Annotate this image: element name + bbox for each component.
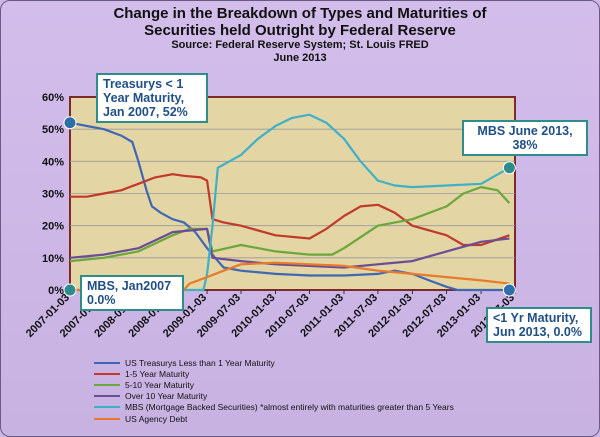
legend-swatch — [94, 383, 120, 386]
y-tick-label: 60% — [42, 92, 64, 104]
callout-treasury-jan2007: Treasurys < 1 Year Maturity, Jan 2007, 5… — [96, 73, 208, 123]
series-line — [69, 186, 511, 263]
highlight-point — [502, 161, 516, 175]
legend-label: 1-5 Year Maturity — [125, 368, 190, 379]
y-tick-label: 20% — [42, 221, 64, 233]
legend-swatch — [94, 395, 120, 398]
y-tick-label: 50% — [42, 124, 64, 136]
legend-swatch — [94, 417, 120, 420]
series-line — [70, 173, 510, 247]
highlight-point — [63, 116, 77, 130]
callout-treasury-jun2013: <1 Yr Maturity, Jun 2013, 0.0% — [486, 307, 592, 343]
highlight-point — [63, 283, 77, 297]
legend-label: Over 10 Year Maturity — [125, 391, 208, 402]
legend-label: MBS (Mortgage Backed Securities) *almost… — [125, 402, 454, 413]
legend-swatch — [94, 361, 120, 364]
highlight-point — [502, 283, 516, 297]
legend-entry: US Treasurys Less than 1 Year Maturity — [94, 357, 454, 368]
chart-title-line-2: Securities held Outright by Federal Rese… — [144, 22, 456, 39]
chart-titles: Change in the Breakdown of Types and Mat… — [0, 5, 600, 65]
series-line — [69, 227, 510, 269]
date-line: June 2013 — [273, 52, 327, 64]
legend-swatch — [94, 372, 120, 375]
y-tick-label: 0% — [48, 285, 64, 297]
legend-entry: MBS (Mortgage Backed Securities) *almost… — [94, 402, 454, 413]
series-line — [70, 261, 510, 292]
y-tick-label: 40% — [42, 156, 64, 168]
legend-entry: Over 10 Year Maturity — [94, 391, 454, 402]
chart-title-line-1: Change in the Breakdown of Types and Mat… — [113, 5, 487, 22]
y-tick-label: 10% — [42, 253, 64, 265]
legend-label: US Treasurys Less than 1 Year Maturity — [125, 357, 275, 368]
chart-legend: US Treasurys Less than 1 Year Maturity 1-… — [94, 357, 454, 424]
legend-swatch — [94, 406, 120, 409]
y-tick-label: 30% — [42, 189, 64, 201]
source-line: Source: Federal Reserve System; St. Loui… — [171, 39, 429, 51]
legend-entry: US Agency Debt — [94, 413, 454, 424]
legend-label: 5-10 Year Maturity — [125, 379, 194, 390]
series-line — [70, 113, 510, 292]
legend-entry: 1-5 Year Maturity — [94, 368, 454, 379]
legend-label: US Agency Debt — [125, 413, 188, 424]
callout-mbs-jan2007: MBS, Jan2007 0.0% — [80, 275, 184, 311]
legend-entry: 5-10 Year Maturity — [94, 379, 454, 390]
callout-mbs-jun2013: MBS June 2013, 38% — [462, 120, 588, 156]
